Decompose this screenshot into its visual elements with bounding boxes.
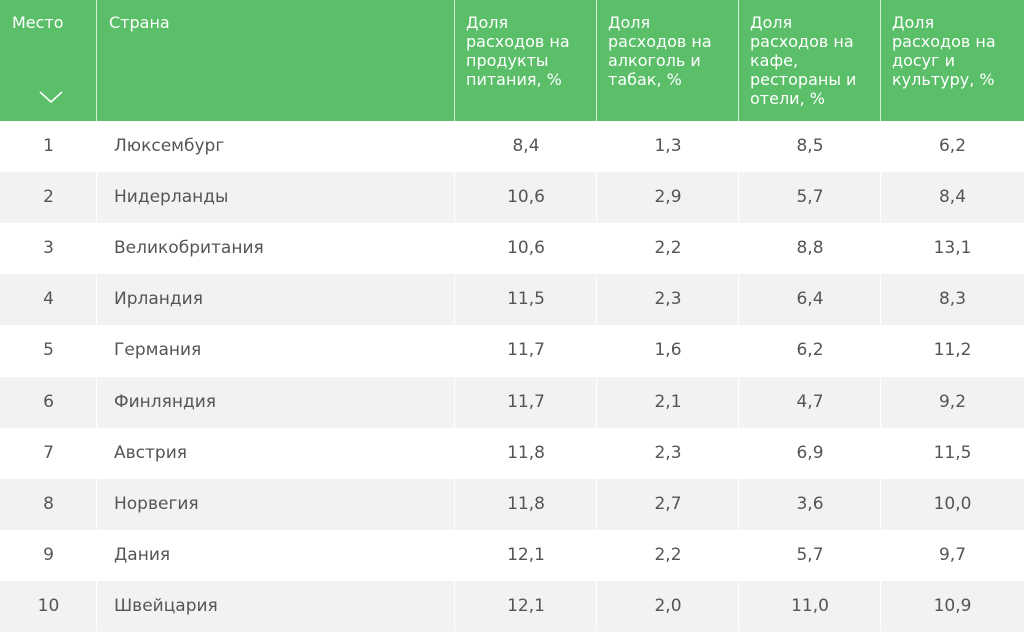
food-share-cell: 11,7 — [507, 391, 545, 412]
alcohol-share-cell: 2,1 — [654, 391, 682, 412]
table-row[interactable]: 3 Великобритания 10,6 2,2 8,8 13,1 — [0, 223, 1024, 274]
chevron-down-icon[interactable] — [38, 90, 64, 104]
cafe-share-cell: 8,5 — [796, 136, 824, 156]
country-cell: Люксембург — [114, 136, 225, 156]
table-row[interactable]: 4 Ирландия 11,5 2,3 6,4 8,3 — [0, 274, 1024, 326]
column-divider — [596, 121, 597, 630]
rank-cell: 6 — [43, 391, 54, 412]
header-rank[interactable]: Место — [0, 0, 97, 121]
leisure-share-cell: 9,2 — [938, 391, 967, 412]
header-leisure-label: Доля расходов на досуг и культуру, % — [892, 13, 996, 89]
country-cell: Великобритания — [114, 238, 264, 259]
leisure-share-cell: 11,5 — [933, 442, 972, 463]
food-share-cell: 12,1 — [507, 595, 545, 616]
rank-cell: 3 — [43, 238, 54, 259]
alcohol-share-cell: 2,2 — [654, 238, 682, 259]
alcohol-share-cell: 2,0 — [654, 595, 682, 616]
table-row[interactable]: 1 Люксембург 8,4 1,3 8,5 6,2 — [0, 121, 1024, 172]
leisure-share-cell: 10,0 — [933, 493, 972, 514]
header-leisure[interactable]: Доля расходов на досуг и культуру, % — [881, 0, 1024, 121]
header-country-label: Страна — [109, 13, 170, 32]
table-row[interactable]: 2 Нидерланды 10,6 2,9 5,7 8,4 — [0, 172, 1024, 224]
alcohol-share-cell: 2,3 — [654, 442, 682, 463]
leisure-share-cell: 8,4 — [938, 187, 967, 208]
rank-cell: 7 — [43, 442, 54, 463]
rank-cell: 5 — [43, 340, 54, 361]
rank-cell: 9 — [43, 544, 54, 565]
column-divider — [880, 121, 881, 630]
country-cell: Швейцария — [114, 595, 218, 616]
header-alcohol[interactable]: Доля расходов на алкоголь и табак, % — [597, 0, 739, 121]
table-row[interactable]: 6 Финляндия 11,7 2,1 4,7 9,2 — [0, 376, 1024, 428]
country-cell: Ирландия — [114, 289, 203, 310]
country-cell: Германия — [114, 340, 202, 361]
cafe-share-cell: 5,7 — [796, 187, 824, 208]
cafe-share-cell: 8,8 — [796, 238, 824, 259]
header-country[interactable]: Страна — [97, 0, 455, 121]
alcohol-share-cell: 1,3 — [654, 136, 682, 156]
country-cell: Австрия — [114, 442, 187, 463]
header-alcohol-label: Доля расходов на алкоголь и табак, % — [608, 13, 712, 89]
table-row[interactable]: 9 Дания 12,1 2,2 5,7 9,7 — [0, 530, 1024, 581]
leisure-share-cell: 10,9 — [933, 595, 972, 616]
header-cafe-label: Доля расходов на кафе, рестораны и отели… — [750, 13, 857, 108]
alcohol-share-cell: 2,2 — [654, 544, 682, 565]
food-share-cell: 11,8 — [507, 442, 545, 463]
food-share-cell: 10,6 — [507, 187, 545, 208]
header-rank-label: Место — [12, 13, 64, 32]
cafe-share-cell: 11,0 — [791, 595, 829, 616]
leisure-share-cell: 11,2 — [933, 340, 972, 361]
table-row[interactable]: 5 Германия 11,7 1,6 6,2 11,2 — [0, 325, 1024, 376]
header-cafe[interactable]: Доля расходов на кафе, рестораны и отели… — [739, 0, 881, 121]
alcohol-share-cell: 2,9 — [654, 187, 682, 208]
header-food-label: Доля расходов на продукты питания, % — [466, 13, 570, 89]
food-share-cell: 11,8 — [507, 493, 545, 514]
country-cell: Нидерланды — [114, 187, 229, 208]
country-cell: Норвегия — [114, 493, 199, 514]
rank-cell: 1 — [43, 136, 54, 156]
column-divider — [96, 121, 97, 630]
cafe-share-cell: 5,7 — [796, 544, 824, 565]
cafe-share-cell: 6,4 — [796, 289, 824, 310]
alcohol-share-cell: 2,3 — [654, 289, 682, 310]
country-cell: Дания — [114, 544, 171, 565]
rank-cell: 4 — [43, 289, 54, 310]
column-divider — [454, 121, 455, 630]
food-share-cell: 8,4 — [512, 136, 540, 156]
cafe-share-cell: 3,6 — [796, 493, 824, 514]
food-share-cell: 11,5 — [507, 289, 545, 310]
column-divider — [738, 121, 739, 630]
cafe-share-cell: 6,9 — [796, 442, 824, 463]
country-cell: Финляндия — [114, 391, 217, 412]
leisure-share-cell: 9,7 — [938, 544, 967, 565]
cafe-share-cell: 4,7 — [796, 391, 824, 412]
table-header: Место Страна Доля расходов на продукты п… — [0, 0, 1024, 121]
food-share-cell: 10,6 — [507, 238, 545, 259]
header-food[interactable]: Доля расходов на продукты питания, % — [455, 0, 597, 121]
table-row[interactable]: 7 Австрия 11,8 2,3 6,9 11,5 — [0, 428, 1024, 479]
food-share-cell: 11,7 — [507, 340, 545, 361]
leisure-share-cell: 13,1 — [933, 238, 972, 259]
rank-cell: 10 — [37, 595, 60, 616]
leisure-share-cell: 6,2 — [938, 136, 967, 156]
cafe-share-cell: 6,2 — [796, 340, 824, 361]
leisure-share-cell: 8,3 — [938, 289, 967, 310]
alcohol-share-cell: 1,6 — [654, 340, 682, 361]
alcohol-share-cell: 2,7 — [654, 493, 682, 514]
table-row[interactable]: 10 Швейцария 12,1 2,0 11,0 10,9 — [0, 580, 1024, 632]
rank-cell: 2 — [43, 187, 54, 208]
table-row[interactable]: 8 Норвегия 11,8 2,7 3,6 10,0 — [0, 478, 1024, 530]
rank-cell: 8 — [43, 493, 54, 514]
food-share-cell: 12,1 — [507, 544, 545, 565]
